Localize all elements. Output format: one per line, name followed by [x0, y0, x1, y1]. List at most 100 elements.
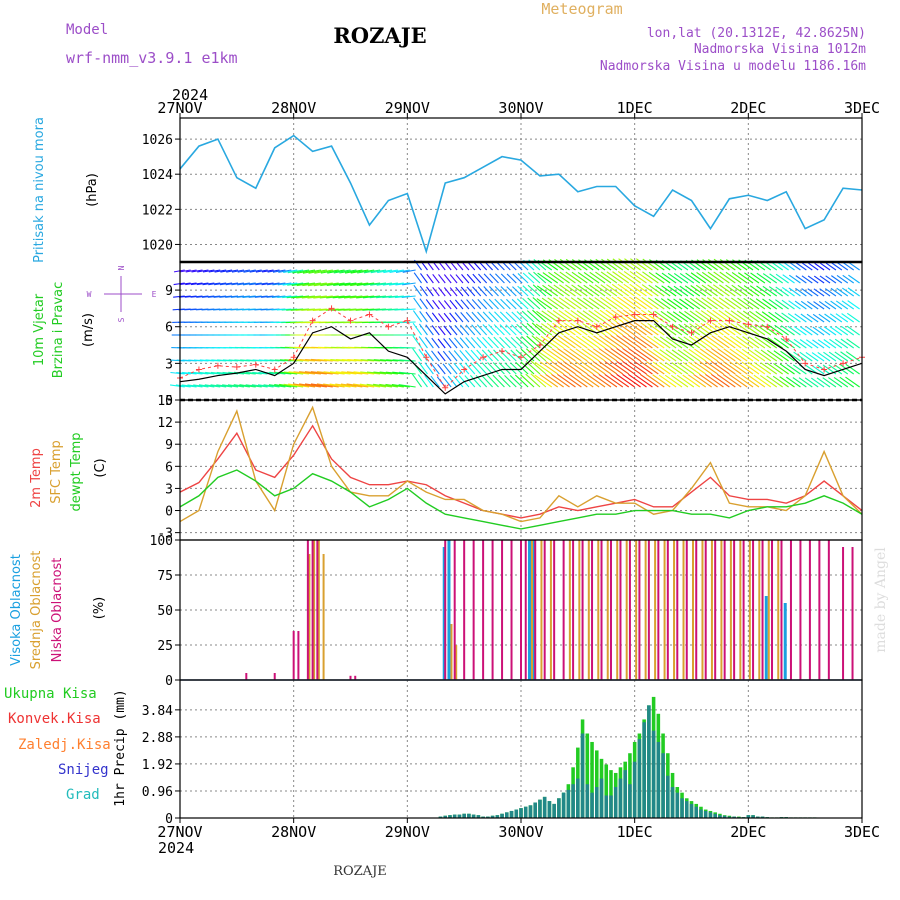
wind-arrow: [724, 297, 742, 310]
wind-arrow: [504, 362, 517, 375]
wind-arrow: [634, 321, 653, 336]
wind-arrow: [286, 295, 304, 299]
wind-arrow: [431, 337, 440, 349]
y-tick-label: 25: [157, 639, 173, 654]
wind-unit: (m/s): [81, 313, 96, 347]
wind-arrow: [517, 273, 529, 284]
wind-arrow: [557, 348, 576, 362]
bottom-time-axis: 27NOV 28NOV 29NOV 30NOV 1DEC 2DEC 3DEC: [157, 818, 880, 841]
wind-arrow: [616, 347, 635, 362]
wind-arrow: [320, 282, 339, 287]
precip-bar-snow: [557, 798, 561, 818]
wind-arrow: [812, 313, 825, 323]
wind-arrow: [683, 336, 701, 349]
wind-arrow: [522, 285, 535, 297]
precip-bar-snow: [490, 815, 495, 818]
wind-arrow: [478, 273, 488, 284]
wind-arrow: [594, 297, 612, 310]
precip-bar-snow: [618, 778, 623, 818]
wind-arrow: [695, 284, 712, 297]
wind-arrow: [411, 373, 422, 388]
wind-arrow: [551, 348, 570, 362]
wind-arrow: [685, 272, 701, 284]
precip-bar-snow: [443, 815, 447, 818]
wind-arrow: [705, 348, 724, 362]
wind-arrow: [786, 376, 801, 388]
compass-rose: N S W E: [87, 265, 157, 322]
y-tick-label: 1.92: [142, 758, 173, 773]
wind-arrow: [700, 310, 718, 323]
wind-arrow: [388, 295, 404, 299]
wind-arrow: [425, 324, 434, 336]
precip-bar-snow: [642, 722, 646, 818]
wind-arrow: [665, 349, 683, 362]
wind-arrow: [558, 297, 576, 310]
wind-arrow: [617, 296, 635, 310]
cloud-bar: [317, 540, 320, 680]
wind-arrow: [283, 371, 304, 375]
wind-arrow: [706, 322, 724, 336]
cloud-bar: [666, 540, 669, 680]
wind-arrow: [671, 362, 689, 375]
precip-bar-total: [585, 733, 590, 818]
wind-arrow: [737, 297, 754, 310]
top-time-axis: 27NOV 28NOV 29NOV 30NOV 1DEC 2DEC 3DEC: [157, 99, 880, 118]
cloud-legend-mid: Srednja Oblacnost: [29, 551, 44, 670]
cloud-bar: [692, 540, 694, 680]
precip-bar-snow: [462, 813, 466, 818]
cloud-bar: [789, 540, 792, 680]
wind-arrow: [761, 324, 778, 336]
precip-bar-snow: [495, 815, 500, 818]
wind-arrow: [385, 371, 404, 375]
wind-arrow: [379, 371, 398, 375]
wind-arrow: [363, 282, 381, 286]
wind-arrow: [173, 295, 185, 298]
wind-arrow: [344, 282, 363, 287]
wind-arrow: [296, 282, 316, 287]
wind-arrow: [628, 321, 647, 336]
wind-arrow: [793, 351, 807, 362]
cloud-bar: [543, 540, 546, 680]
wind-arrow: [466, 299, 476, 310]
wind-arrow: [341, 371, 363, 375]
wind-arrow: [723, 335, 742, 349]
wind-arrow: [431, 350, 440, 362]
wind-arrow: [219, 282, 233, 286]
wind-arrow: [734, 374, 754, 388]
wind-arrow: [176, 371, 191, 375]
wind-arrow: [482, 324, 493, 336]
cloud-bar: [723, 540, 726, 680]
wind-arrow: [569, 348, 588, 362]
wind-arrow: [531, 335, 547, 349]
wind-arrow: [187, 384, 203, 388]
top-tick-label: 1DEC: [617, 99, 653, 117]
y-tick-label: 1024: [142, 168, 173, 183]
wind-ylabel-line2: Brzina i Pravac: [51, 282, 66, 379]
y-tick-label: 9: [165, 438, 173, 453]
compass-south: S: [117, 317, 126, 322]
wind-arrow: [255, 269, 268, 273]
wind-arrow: [840, 338, 855, 349]
wind-arrow: [413, 297, 422, 310]
cloud-bar: [540, 540, 543, 680]
wind-arrow: [840, 351, 855, 362]
wind-arrow: [488, 324, 499, 336]
wind-arrow: [794, 326, 807, 336]
wind-arrow: [541, 297, 559, 310]
wind-arrow: [526, 335, 541, 349]
wind-arrow: [754, 349, 772, 362]
wind-arrow: [516, 298, 529, 310]
wind-arrow: [464, 375, 476, 388]
wind-arrow: [646, 335, 665, 349]
cloud-bar: [609, 540, 612, 680]
wind-arrow: [713, 271, 730, 284]
wind-arrow: [454, 312, 464, 323]
wind-arrow: [836, 287, 849, 297]
wind-arrow: [719, 271, 736, 284]
wind-arrow: [711, 360, 730, 375]
cloud-bar: [777, 540, 780, 680]
wind-arrow: [534, 374, 553, 388]
wind-arrow: [684, 285, 701, 297]
wind-arrow: [559, 284, 576, 297]
wind-arrow: [401, 308, 416, 311]
